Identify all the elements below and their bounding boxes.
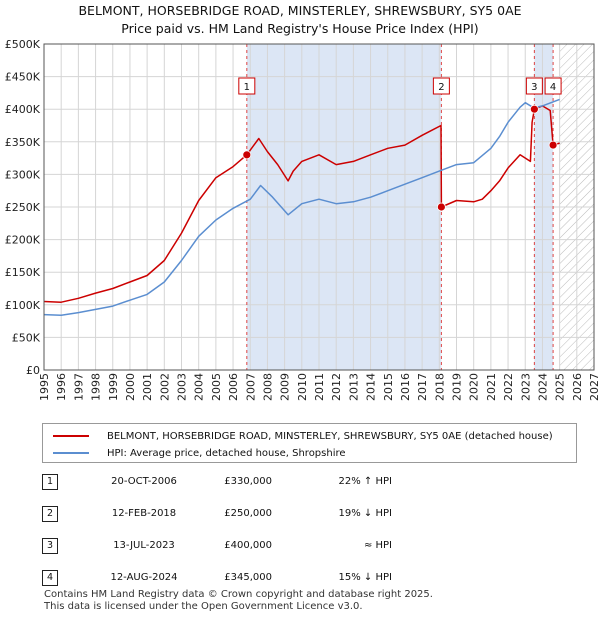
x-tick-label: 2009 [279,373,292,401]
transaction-date: 20-OCT-2006 [111,476,177,487]
transaction-label: 3 [531,82,537,93]
footer-licence: This data is licensed under the Open Gov… [44,601,363,612]
transaction-label-box [432,77,450,95]
x-tick-label: 2024 [536,373,549,401]
x-tick-label: 2012 [330,373,343,401]
table-row: 4 12-AUG-2024 £345,000 15% ↓ HPI [42,570,582,588]
table-row: 1 20-OCT-2006 £330,000 22% ↑ HPI [42,474,582,492]
transaction-number: 1 [42,474,58,490]
table-row: 3 13-JUL-2023 £400,000 ≈ HPI [42,538,582,556]
y-tick-label: £0 [26,364,40,377]
x-tick-label: 2005 [210,373,223,401]
x-tick-label: 1996 [55,373,68,401]
transaction-label: 2 [438,82,444,93]
x-tick-label: 2014 [365,373,378,401]
property-price-line [43,105,560,303]
y-tick-label: £250K [5,201,41,214]
y-tick-label: £100K [5,299,41,312]
x-tick-label: 2002 [158,373,171,401]
x-tick-label: 2007 [244,373,257,401]
y-tick-label: £500K [5,38,41,51]
transaction-hpi: 19% ↓ HPI [338,508,392,519]
x-tick-label: 2004 [193,373,206,401]
x-tick-label: 2017 [416,373,429,401]
x-tick-label: 1997 [72,373,85,401]
legend-swatch-hpi [53,452,89,454]
transaction-price: £345,000 [224,572,272,583]
legend-label-property: BELMONT, HORSEBRIDGE ROAD, MINSTERLEY, S… [107,430,553,442]
x-tick-label: 2023 [519,373,532,401]
transaction-hpi: ≈ HPI [363,540,392,551]
x-tick-label: 2019 [451,373,464,401]
legend-item-property: BELMONT, HORSEBRIDGE ROAD, MINSTERLEY, S… [53,428,553,444]
transaction-label-box [544,77,562,95]
y-tick-label: £450K [5,71,41,84]
legend-label-hpi: HPI: Average price, detached house, Shro… [107,447,346,459]
x-tick-label: 2018 [433,373,446,401]
price-chart: 1 2 3 4 £0 £50K £100K £150K £200K £250K £300K £350… [5,38,600,401]
x-tick-label: 2013 [347,373,360,401]
y-tick-label: £300K [5,168,41,181]
transaction-point [529,104,539,114]
legend-item-hpi: HPI: Average price, detached house, Shro… [53,445,346,461]
x-tick-label: 2010 [296,373,309,401]
x-tick-label: 2003 [176,373,189,401]
transaction-label: 4 [550,82,556,93]
chart-title: BELMONT, HORSEBRIDGE ROAD, MINSTERLEY, S… [78,3,522,18]
x-tick-label: 1995 [38,373,51,401]
x-tick-label: 2001 [141,373,154,401]
transaction-price: £250,000 [224,508,272,519]
x-tick-label: 2020 [468,373,481,401]
hpi-line [43,98,560,316]
transaction-price: £400,000 [224,540,272,551]
transaction-date: 12-AUG-2024 [110,572,178,583]
x-tick-label: 2022 [502,373,515,401]
x-tick-label: 2000 [124,373,137,401]
transaction-hpi: 15% ↓ HPI [338,572,392,583]
x-tick-label: 2025 [554,373,567,401]
transaction-point [548,140,558,150]
transaction-number: 2 [42,506,58,522]
transaction-point [436,202,446,212]
x-tick-label: 2016 [399,373,412,401]
transaction-label: 1 [244,82,250,93]
transaction-number: 4 [42,570,58,586]
y-tick-label: £350K [5,136,41,149]
footer: Contains HM Land Registry data © Crown c… [44,589,433,613]
transaction-label-box [525,77,543,95]
x-tick-label: 2011 [313,373,326,401]
legend: BELMONT, HORSEBRIDGE ROAD, MINSTERLEY, S… [42,423,577,463]
x-tick-label: 1998 [90,373,103,401]
transaction-point [242,150,252,160]
transaction-date: 13-JUL-2023 [113,540,175,551]
y-tick-label: £50K [12,331,41,344]
x-tick-label: 2008 [261,373,274,401]
legend-swatch-property [53,435,89,437]
plot-frame [43,43,595,371]
chart-subtitle: Price paid vs. HM Land Registry's House … [121,21,479,36]
y-tick-label: £400K [5,103,41,116]
x-tick-label: 1999 [107,373,120,401]
transaction-price: £330,000 [224,476,272,487]
transaction-label-box [238,77,256,95]
transaction-hpi: 22% ↑ HPI [338,476,392,487]
x-tick-label: 2021 [485,373,498,401]
x-tick-label: 2015 [382,373,395,401]
y-tick-label: £200K [5,234,41,247]
transaction-number: 3 [42,538,58,554]
x-tick-label: 2026 [571,373,584,401]
footer-copyright: Contains HM Land Registry data © Crown c… [44,589,433,600]
y-tick-label: £150K [5,266,41,279]
x-tick-label: 2027 [588,373,600,401]
table-row: 2 12-FEB-2018 £250,000 19% ↓ HPI [42,506,582,524]
x-tick-label: 2006 [227,373,240,401]
transaction-date: 12-FEB-2018 [111,508,177,519]
